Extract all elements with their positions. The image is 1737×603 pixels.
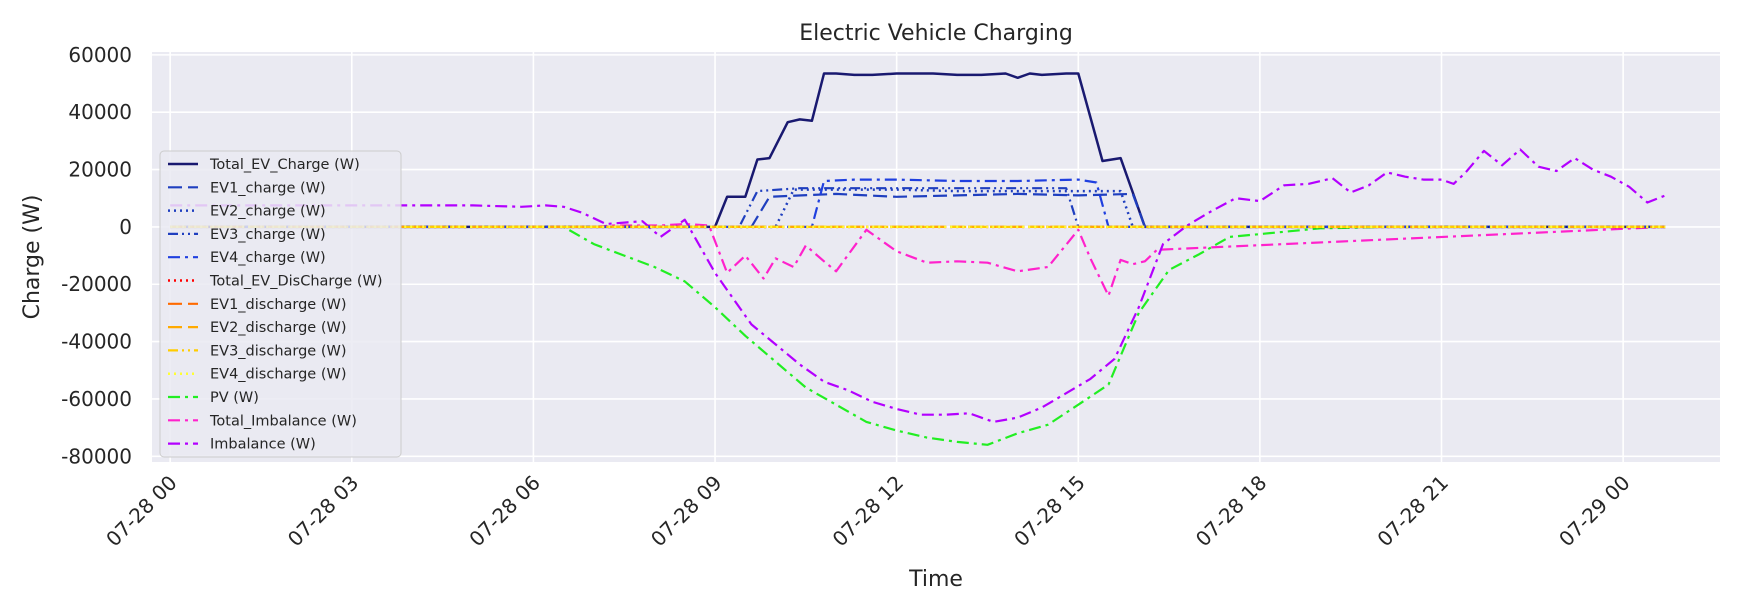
x-tick-label: 07-28 00 <box>101 471 182 552</box>
series-line <box>170 225 1666 446</box>
legend-label: EV3_charge (W) <box>210 227 326 243</box>
legend-label: EV1_discharge (W) <box>210 297 346 313</box>
series-line <box>170 72 1666 229</box>
legend-label: Total_EV_Charge (W) <box>209 157 360 173</box>
legend: Total_EV_Charge (W) EV1_charge (W) EV2_cha… <box>159 150 402 458</box>
series-layer <box>170 72 1666 446</box>
x-tick-label: 07-29 00 <box>1554 471 1635 552</box>
legend-label: Imbalance (W) <box>210 437 316 453</box>
y-axis-ticks: 60000 40000 20000 0 -20000 -40000 -60000 -80000 <box>61 43 132 468</box>
x-tick-label: 07-28 18 <box>1191 471 1272 552</box>
legend-label: EV2_discharge (W) <box>210 320 346 336</box>
series-line <box>170 178 1666 228</box>
x-tick-label: 07-28 06 <box>464 471 545 552</box>
legend-label: EV4_discharge (W) <box>210 367 346 383</box>
legend-label: Total_EV_DisCharge (W) <box>209 274 383 290</box>
x-tick-label: 07-28 03 <box>283 471 364 552</box>
series-line <box>170 222 1666 297</box>
y-tick-label: -60000 <box>61 387 132 411</box>
series-line <box>170 187 1666 228</box>
legend-label: EV4_charge (W) <box>210 250 326 266</box>
x-tick-label: 07-28 09 <box>646 471 727 552</box>
y-tick-label: 20000 <box>68 158 132 182</box>
legend-label: Total_Imbalance (W) <box>209 413 357 429</box>
plot-background <box>152 52 1720 462</box>
legend-label: EV3_discharge (W) <box>210 343 346 359</box>
x-axis-ticks: 07-28 00 07-28 03 07-28 06 07-28 09 07-28 12… <box>101 471 1635 552</box>
y-tick-label: 60000 <box>68 43 132 67</box>
legend-box <box>159 150 402 458</box>
y-tick-label: 0 <box>119 215 132 239</box>
legend-label: EV2_charge (W) <box>210 204 326 220</box>
y-tick-label: -80000 <box>61 444 132 468</box>
y-tick-label: 40000 <box>68 100 132 124</box>
legend-label: PV (W) <box>210 390 259 406</box>
x-tick-label: 07-28 21 <box>1372 471 1453 552</box>
x-tick-label: 07-28 15 <box>1009 471 1090 552</box>
y-tick-label: -20000 <box>61 272 132 296</box>
series-line <box>170 188 1666 229</box>
chart-title: Electric Vehicle Charging <box>799 21 1073 46</box>
series-line <box>170 148 1666 423</box>
x-axis-title: Time <box>908 567 963 592</box>
series-line <box>170 192 1666 228</box>
y-axis-title: Charge (W) <box>20 195 45 320</box>
y-tick-label: -40000 <box>61 330 132 354</box>
legend-label: EV1_charge (W) <box>210 180 326 196</box>
x-tick-label: 07-28 12 <box>828 471 909 552</box>
